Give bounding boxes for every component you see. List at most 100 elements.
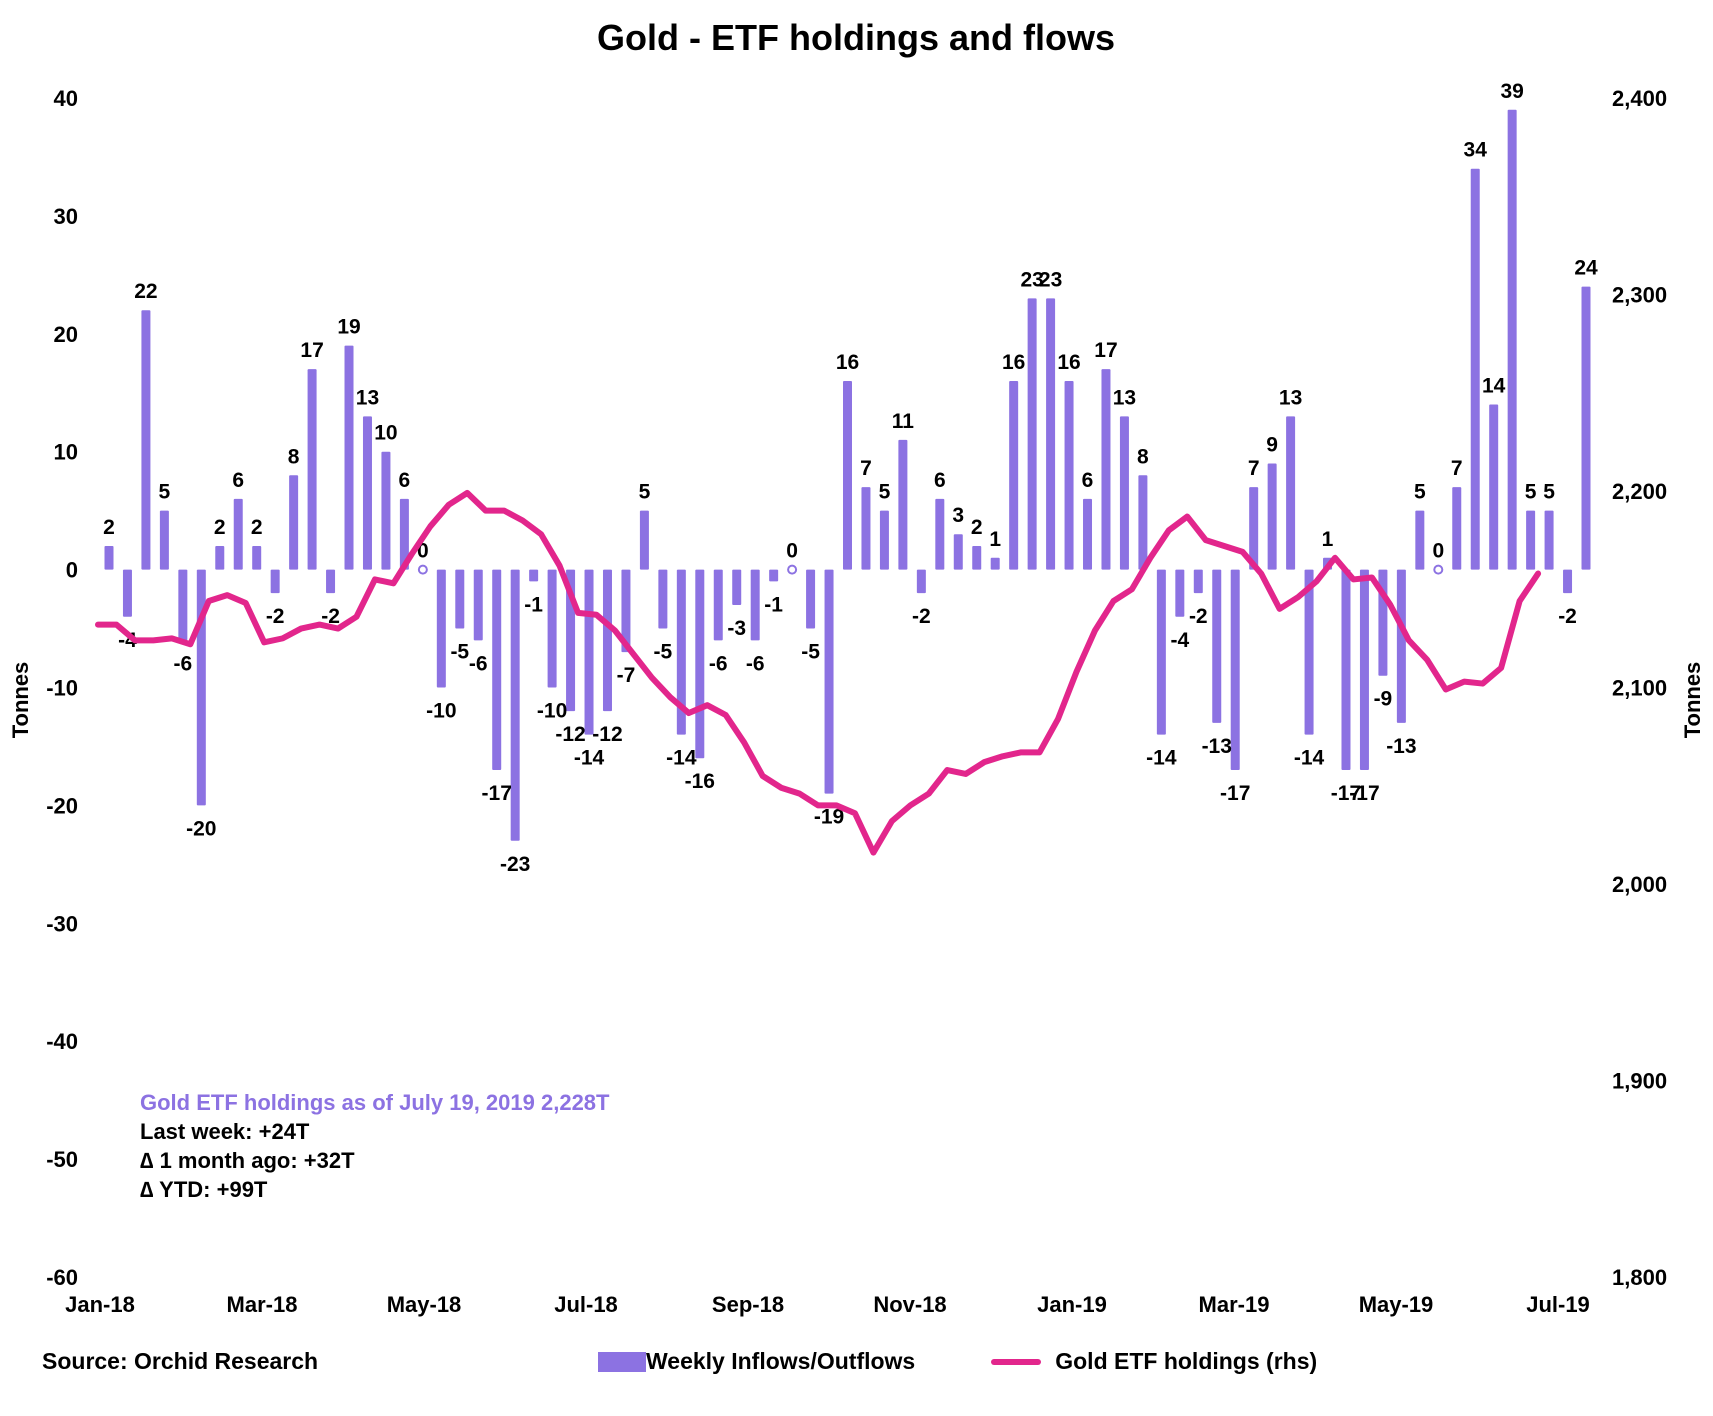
flow-bar xyxy=(879,510,889,570)
flow-bar-value-label: 6 xyxy=(1082,469,1094,492)
flow-bar xyxy=(1286,416,1296,570)
x-tick-label: Jan-19 xyxy=(1037,1292,1107,1317)
x-tick-label: May-19 xyxy=(1359,1292,1434,1317)
flow-bar-value-label: 1 xyxy=(1322,528,1334,551)
flow-bar-value-label: 8 xyxy=(288,445,300,468)
flow-bar-value-label: -12 xyxy=(555,723,585,746)
x-tick-label: Mar-18 xyxy=(227,1292,298,1317)
flow-bar-value-label: 6 xyxy=(399,469,411,492)
flow-bar-value-label: -6 xyxy=(469,652,488,675)
flow-bar-value-label: 17 xyxy=(300,339,323,362)
flow-bars xyxy=(104,109,1591,841)
left-tick-label: -50 xyxy=(46,1147,78,1172)
flow-bar xyxy=(639,510,649,570)
flow-bar-value-label: -23 xyxy=(500,853,530,876)
flow-bar-value-label: 2 xyxy=(251,516,263,539)
left-tick-label: -60 xyxy=(46,1265,78,1290)
left-tick-label: 20 xyxy=(54,322,78,347)
flow-bar-value-label: 8 xyxy=(1137,445,1149,468)
left-axis-title: Tonnes xyxy=(8,662,33,739)
flow-bar xyxy=(1119,416,1129,570)
flow-bar-value-label: 16 xyxy=(1057,351,1080,374)
flow-bar-value-label: -3 xyxy=(727,617,746,640)
flow-bar-value-label: -5 xyxy=(450,641,469,664)
flow-bar xyxy=(233,498,243,570)
flow-bar-value-label: -17 xyxy=(1349,782,1379,805)
flow-bar-value-label: 13 xyxy=(356,386,379,409)
flow-bar-value-label: 5 xyxy=(1525,481,1537,504)
right-tick-label: 2,300 xyxy=(1612,283,1667,308)
annotation-1-month: ∆ 1 month ago: +32T xyxy=(140,1148,355,1173)
flow-bar xyxy=(1212,569,1222,723)
flow-bar xyxy=(1138,475,1148,570)
x-tick-label: May-18 xyxy=(387,1292,462,1317)
left-tick-label: -20 xyxy=(46,793,78,818)
flow-bar-value-label: 17 xyxy=(1094,339,1117,362)
flow-bar-value-label: -17 xyxy=(482,782,512,805)
flow-bar xyxy=(122,569,132,617)
flow-bar xyxy=(1507,109,1517,570)
flow-bar xyxy=(104,546,114,570)
flow-bar xyxy=(1267,463,1277,570)
flow-bar xyxy=(381,451,391,570)
flow-bar xyxy=(417,564,428,575)
flow-bar-value-label: -1 xyxy=(524,593,543,616)
x-axis-ticks: Jan-18 Mar-18 May-18 Jul-18 Sep-18 Nov-18 Jan-… xyxy=(65,1292,1590,1317)
flow-bar xyxy=(1452,487,1462,570)
x-tick-label: Sep-18 xyxy=(712,1292,784,1317)
flow-bar xyxy=(1415,510,1425,570)
flow-bar xyxy=(843,380,852,570)
flow-bar xyxy=(1101,369,1111,570)
flow-bar-value-label: 5 xyxy=(1414,481,1426,504)
flow-bar xyxy=(621,569,631,653)
flow-bar xyxy=(399,498,409,570)
flow-bar xyxy=(510,569,520,841)
flow-bar-value-label: 19 xyxy=(337,316,360,339)
flow-bar-value-label: -13 xyxy=(1386,735,1416,758)
flow-bar-value-label: -5 xyxy=(801,641,820,664)
flow-bar-value-label: 5 xyxy=(1543,481,1555,504)
flow-bar xyxy=(695,569,705,759)
flow-bar xyxy=(1230,569,1240,771)
flow-bar xyxy=(1563,569,1573,594)
flow-bar-value-label: 7 xyxy=(1248,457,1260,480)
right-tick-label: 2,200 xyxy=(1612,479,1667,504)
flow-bar xyxy=(1083,498,1093,570)
flow-bar xyxy=(806,569,816,629)
flow-bar xyxy=(972,546,982,570)
flow-bar xyxy=(492,569,502,771)
flow-bar xyxy=(529,569,539,582)
right-axis-ticks: 2,400 2,300 2,200 2,100 2,000 1,900 1,800 xyxy=(1612,86,1667,1290)
flow-bar-value-label: -14 xyxy=(574,747,605,770)
flow-bar xyxy=(1009,380,1019,570)
flow-bar xyxy=(1341,569,1351,771)
flow-bar xyxy=(178,569,188,641)
flow-bar xyxy=(732,569,742,605)
flow-bar-value-label: -4 xyxy=(1170,629,1189,652)
flow-bar-value-label: 34 xyxy=(1464,139,1488,162)
flow-bar xyxy=(1526,510,1536,570)
flow-bar-value-label: 0 xyxy=(786,540,798,563)
flow-bar xyxy=(307,369,317,570)
flow-bar xyxy=(935,498,945,570)
flow-bar xyxy=(953,534,963,570)
legend-item-holdings: Gold ETF holdings (rhs) xyxy=(991,1348,1317,1375)
x-tick-label: Nov-18 xyxy=(873,1292,946,1317)
chart-title: Gold - ETF holdings and flows xyxy=(597,17,1115,58)
flow-bar xyxy=(713,569,723,641)
flow-bar-value-label: 0 xyxy=(417,540,429,563)
left-tick-label: 0 xyxy=(66,558,78,583)
flow-bar xyxy=(1064,380,1074,570)
legend-item-flows: Weekly Inflows/Outflows xyxy=(598,1348,915,1375)
flow-bar-value-label: -6 xyxy=(174,652,193,675)
flow-bar-value-label: 10 xyxy=(374,422,397,445)
flow-bar-value-label: -12 xyxy=(592,723,622,746)
x-tick-label: Jul-19 xyxy=(1526,1292,1590,1317)
flow-bar-value-label: -2 xyxy=(321,605,340,628)
annotation-headline: Gold ETF holdings as of July 19, 2019 2,… xyxy=(140,1090,610,1115)
left-tick-label: -40 xyxy=(46,1029,78,1054)
left-axis-ticks: 40 30 20 10 0 -10 -20 -30 -40 -50 -60 xyxy=(46,86,78,1290)
flow-bar xyxy=(270,569,280,594)
flow-bar xyxy=(861,487,871,570)
flow-bar xyxy=(1027,298,1037,570)
